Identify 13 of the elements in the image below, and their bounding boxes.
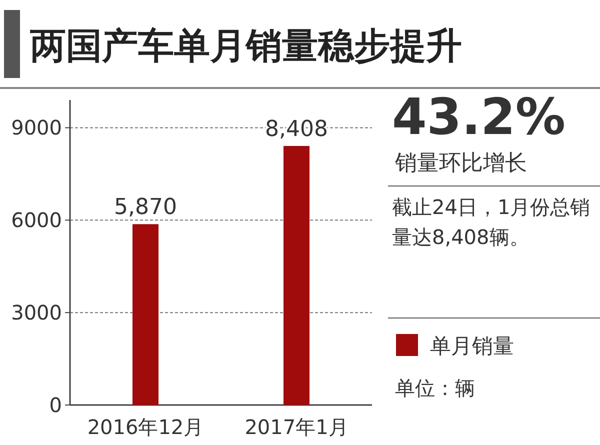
chart-title: 两国产车单月销量稳步提升: [29, 26, 462, 67]
x-tick-label: 2016年12月: [87, 415, 204, 439]
legend-label: 单月销量: [430, 334, 514, 358]
data-label: 5,870: [114, 195, 177, 220]
text: 单位：辆: [395, 375, 475, 402]
text: 截止24日，1月份总销量达8,408辆。: [392, 194, 592, 251]
y-tick-label: 9000: [11, 116, 62, 140]
x-tick-label: 2017年1月: [244, 415, 348, 439]
y-tick-label: 0: [49, 393, 62, 417]
y-tick-label: 6000: [11, 208, 62, 232]
y-tick-label: 3000: [11, 300, 62, 325]
text: 43.2%: [392, 88, 566, 146]
text: 销量环比增长: [395, 150, 527, 178]
